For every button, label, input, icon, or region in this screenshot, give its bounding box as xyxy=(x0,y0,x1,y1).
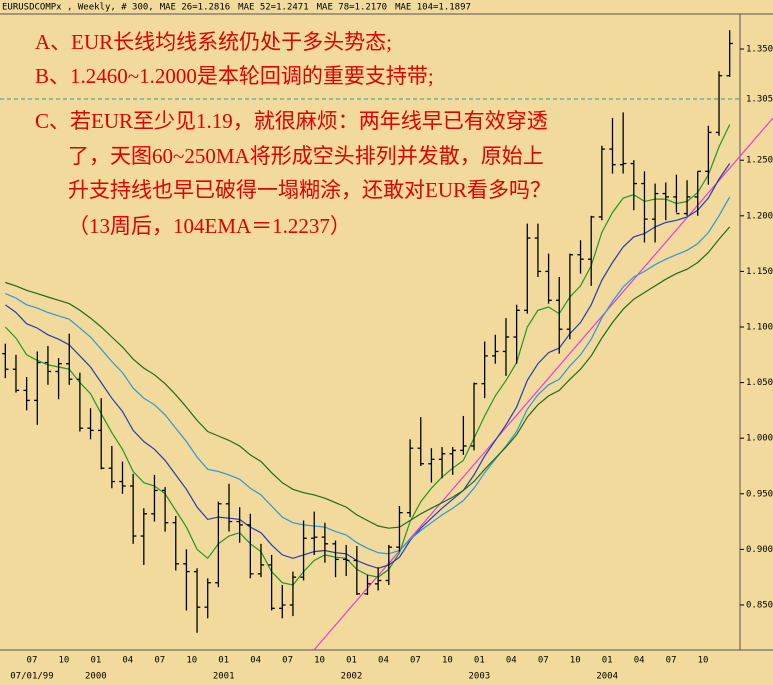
x-tick-label: 07 xyxy=(27,656,38,666)
legend-entry: MAE 52=1.2471 xyxy=(238,3,308,13)
x-tick-label: 10 xyxy=(698,656,709,666)
x-tick-label: 10 xyxy=(442,656,453,666)
x-year-label: 2000 xyxy=(85,672,107,682)
y-tick-label: 1.2000 xyxy=(746,211,773,221)
support-trendline xyxy=(313,117,773,651)
legend-entry: MAE 78=1.2170 xyxy=(317,3,387,13)
x-tick-label: 07 xyxy=(538,656,549,666)
y-tick-label: 0.9500 xyxy=(746,489,773,499)
x-tick-label: 10 xyxy=(186,656,197,666)
x-tick-label: 04 xyxy=(378,656,389,666)
x-year-label: 2004 xyxy=(596,672,618,682)
x-year-label: 2001 xyxy=(213,672,235,682)
legend-entry: MAE 26=1.2816 xyxy=(160,3,230,13)
x-tick-label: 10 xyxy=(314,656,325,666)
y-tick-label: 1.3500 xyxy=(746,45,773,55)
x-tick-label: 07 xyxy=(666,656,677,666)
moving-average-line xyxy=(4,163,731,569)
x-tick-label: 01 xyxy=(218,656,229,666)
annotation: 了，天图60~250MA将形成空头排列并发散，原始上 xyxy=(68,144,544,168)
x-tick-label: 01 xyxy=(346,656,357,666)
plot-area xyxy=(2,30,733,633)
annotation: B、1.2460~1.2000是本轮回调的重要支持带; xyxy=(35,64,434,88)
y-tick-label: 1.1000 xyxy=(746,322,773,332)
x-tick-label: 07 xyxy=(410,656,421,666)
x-tick-label: 04 xyxy=(506,656,517,666)
x-tick-label: 04 xyxy=(250,656,261,666)
y-tick-label: 1.2500 xyxy=(746,156,773,166)
y-tick-label: 1.0000 xyxy=(746,434,773,444)
x-year-label: 2003 xyxy=(469,672,491,682)
annotation: 升支持线也早已破得一塌糊涂，还敢对EUR看多吗？ xyxy=(68,178,551,202)
moving-average-line xyxy=(4,124,731,586)
annotation: C、若EUR至少见1.19，就很麻烦：两年线早已有效穿透 xyxy=(35,109,548,133)
x-tick-label: 04 xyxy=(634,656,645,666)
x-tick-label: 10 xyxy=(570,656,581,666)
x-tick-label: 01 xyxy=(602,656,613,666)
y-tick-label: 1.1500 xyxy=(746,267,773,277)
x-tick-label: 04 xyxy=(122,656,133,666)
moving-average-line xyxy=(5,196,731,555)
legend-entry: MAE 104=1.1897 xyxy=(395,3,471,13)
annotation: A、EUR长线均线系统仍处于多头势态; xyxy=(35,30,392,54)
moving-average-line xyxy=(5,226,731,529)
x-tick-label: 10 xyxy=(58,656,69,666)
x-tick-label: 07 xyxy=(154,656,165,666)
annotation: （13周后，104EMA＝1.2237） xyxy=(68,214,351,238)
x-tick-label: 01 xyxy=(90,656,101,666)
y-tick-label: 1.0500 xyxy=(746,378,773,388)
x-tick-label: 01 xyxy=(474,656,485,666)
x-tick-label: 07 xyxy=(282,656,293,666)
chart-header: EURUSDCOMPx , Weekly, # 300, xyxy=(2,3,154,13)
x-year-label: 2002 xyxy=(341,672,363,682)
x-year-label: 07/01/99 xyxy=(10,672,53,682)
